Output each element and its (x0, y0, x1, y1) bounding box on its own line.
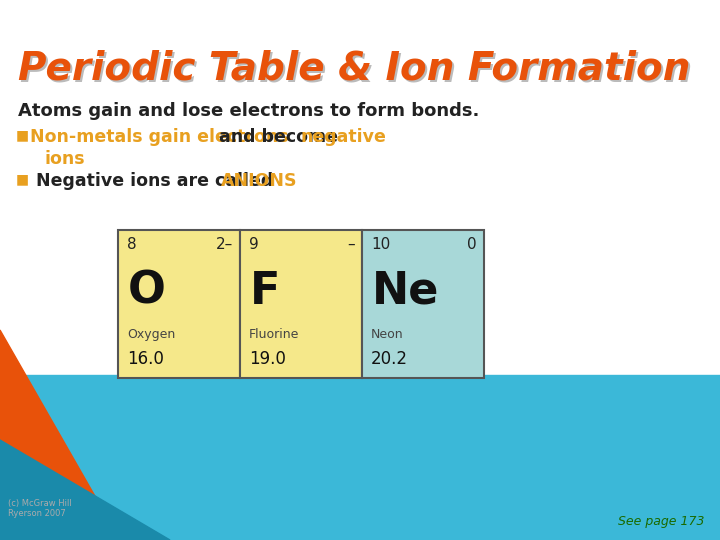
Text: ■: ■ (16, 172, 29, 186)
Text: F: F (250, 270, 280, 313)
Text: –: – (347, 237, 355, 252)
Text: ■: ■ (16, 128, 29, 142)
Text: O: O (128, 270, 166, 313)
Text: 19.0: 19.0 (249, 350, 286, 368)
Text: 0: 0 (467, 237, 477, 252)
Text: Fluorine: Fluorine (249, 328, 300, 341)
Text: 16.0: 16.0 (127, 350, 164, 368)
Text: See page 173: See page 173 (618, 515, 705, 528)
Text: (c) McGraw Hill
Ryerson 2007: (c) McGraw Hill Ryerson 2007 (8, 498, 72, 518)
Text: 20.2: 20.2 (371, 350, 408, 368)
Text: ions: ions (44, 150, 85, 168)
Polygon shape (0, 330, 120, 540)
Text: Oxygen: Oxygen (127, 328, 175, 341)
Text: Negative ions are called: Negative ions are called (30, 172, 279, 190)
Bar (362, 230, 484, 378)
Text: and become: and become (213, 128, 344, 146)
Text: Periodic Table & Ion Formation: Periodic Table & Ion Formation (20, 51, 693, 89)
Text: Ne: Ne (372, 270, 439, 313)
Bar (118, 230, 240, 378)
Text: 2–: 2– (216, 237, 233, 252)
Text: Non-metals gain electrons: Non-metals gain electrons (30, 128, 289, 146)
Polygon shape (0, 440, 170, 540)
Bar (240, 230, 362, 378)
Text: 9: 9 (249, 237, 258, 252)
Text: Atoms gain and lose electrons to form bonds.: Atoms gain and lose electrons to form bo… (18, 102, 480, 120)
Text: ANIONS: ANIONS (221, 172, 297, 190)
Text: negative: negative (300, 128, 386, 146)
Text: Periodic Table & Ion Formation: Periodic Table & Ion Formation (18, 49, 690, 87)
Bar (0, 375, 720, 540)
Text: Neon: Neon (371, 328, 404, 341)
Text: 10: 10 (371, 237, 390, 252)
Text: 8: 8 (127, 237, 137, 252)
